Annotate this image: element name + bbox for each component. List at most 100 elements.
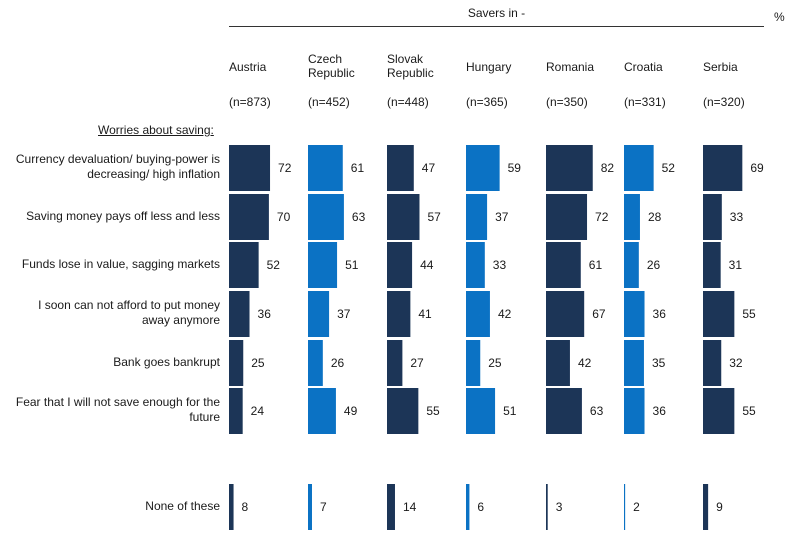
value-label: 47 <box>422 161 436 175</box>
bar <box>703 388 735 434</box>
bar <box>308 242 338 288</box>
chart-title: Savers in - <box>467 6 526 20</box>
country-label: Czech Republic <box>308 52 355 80</box>
category-label: Saving money pays off less and less <box>26 208 220 223</box>
value-label: 8 <box>242 500 249 514</box>
value-label: 42 <box>578 356 592 370</box>
value-label: 33 <box>730 210 744 224</box>
bar <box>466 484 470 530</box>
bar <box>466 340 481 386</box>
value-label: 69 <box>750 161 764 175</box>
value-label: 36 <box>653 307 667 321</box>
category-label: I soon can not afford to put money away a… <box>38 298 220 327</box>
value-label: 26 <box>331 356 345 370</box>
value-label: 6 <box>477 500 484 514</box>
sample-size-label: (n=452) <box>308 95 350 109</box>
value-label: 41 <box>418 307 432 321</box>
sample-size-label: (n=448) <box>387 95 429 109</box>
bar <box>466 145 500 191</box>
bar <box>466 291 490 337</box>
value-label: 7 <box>320 500 327 514</box>
category-label: Bank goes bankrupt <box>113 354 220 369</box>
bar <box>546 291 585 337</box>
value-label: 36 <box>653 404 667 418</box>
bar <box>703 484 709 530</box>
value-label: 25 <box>251 356 265 370</box>
country-label: Slovak Republic <box>387 52 434 80</box>
value-label: 14 <box>403 500 417 514</box>
value-label: 52 <box>267 258 281 272</box>
value-label: 33 <box>493 258 507 272</box>
bar <box>229 291 250 337</box>
bar <box>308 340 323 386</box>
bar <box>703 340 722 386</box>
country-label: Romania <box>546 60 595 74</box>
bar <box>703 145 743 191</box>
sample-size-label: (n=350) <box>546 95 588 109</box>
bar <box>229 484 234 530</box>
bar <box>229 340 244 386</box>
section-label: Worries about saving: <box>98 123 214 137</box>
bar <box>546 340 570 386</box>
bar <box>624 194 640 240</box>
value-label: 63 <box>590 404 604 418</box>
value-label: 67 <box>592 307 606 321</box>
bar <box>703 242 721 288</box>
value-label: 72 <box>595 210 609 224</box>
bar <box>624 340 644 386</box>
value-label: 55 <box>426 404 440 418</box>
bar <box>308 145 343 191</box>
value-label: 72 <box>278 161 292 175</box>
value-label: 36 <box>258 307 272 321</box>
sample-size-label: (n=873) <box>229 95 271 109</box>
value-label: 42 <box>498 307 512 321</box>
bar <box>229 194 269 240</box>
value-label: 9 <box>716 500 723 514</box>
country-label: Croatia <box>624 60 663 74</box>
bar <box>308 291 330 337</box>
value-label: 52 <box>662 161 676 175</box>
country-label: Hungary <box>466 60 512 74</box>
value-label: 59 <box>508 161 522 175</box>
title-rule <box>229 26 764 27</box>
sample-size-label: (n=320) <box>703 95 745 109</box>
bar <box>546 388 582 434</box>
value-label: 37 <box>495 210 509 224</box>
value-label: 51 <box>345 258 359 272</box>
bar <box>703 291 735 337</box>
bar <box>387 291 411 337</box>
bar <box>624 388 645 434</box>
bar <box>387 388 419 434</box>
category-label: None of these <box>145 498 220 513</box>
category-label: Currency devaluation/ buying-power is dec… <box>15 152 220 181</box>
value-label: 35 <box>652 356 666 370</box>
bar <box>387 484 395 530</box>
bar <box>308 194 344 240</box>
bar <box>308 388 336 434</box>
category-label: Fear that I will not save enough for the… <box>15 395 220 424</box>
value-label: 49 <box>344 404 358 418</box>
sample-size-label: (n=365) <box>466 95 508 109</box>
value-label: 24 <box>251 404 265 418</box>
unit-label: % <box>774 10 785 24</box>
bar <box>387 194 420 240</box>
value-label: 27 <box>410 356 424 370</box>
value-label: 3 <box>556 500 563 514</box>
bar <box>387 242 413 288</box>
bar <box>466 388 496 434</box>
value-label: 55 <box>742 307 756 321</box>
value-label: 61 <box>589 258 603 272</box>
bar <box>546 194 588 240</box>
value-label: 61 <box>351 161 365 175</box>
bar <box>624 291 645 337</box>
value-label: 37 <box>337 307 351 321</box>
bar <box>466 194 488 240</box>
value-label: 51 <box>503 404 517 418</box>
value-label: 26 <box>647 258 661 272</box>
bar <box>229 145 271 191</box>
bar <box>229 242 259 288</box>
value-label: 2 <box>633 500 640 514</box>
country-label: Austria <box>229 60 267 74</box>
value-label: 55 <box>742 404 756 418</box>
